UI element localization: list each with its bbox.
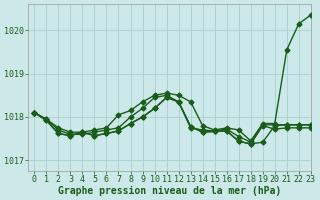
X-axis label: Graphe pression niveau de la mer (hPa): Graphe pression niveau de la mer (hPa) — [58, 186, 281, 196]
